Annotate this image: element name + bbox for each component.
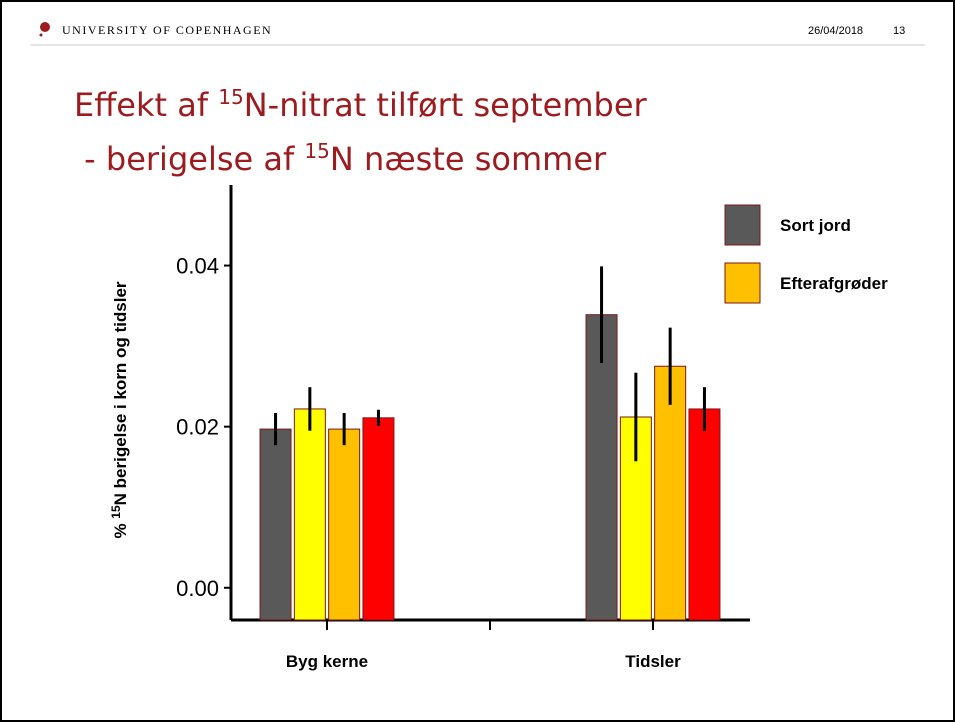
y-label-sup: 15 xyxy=(109,505,123,519)
x-tick-label: Tidsler xyxy=(625,652,681,671)
title-text: N-nitrat tilført september xyxy=(244,86,648,124)
logo xyxy=(40,22,50,32)
bar xyxy=(259,428,292,621)
title-sup: 15 xyxy=(304,139,329,163)
bar xyxy=(328,428,361,621)
institution: UNIVERSITY OF COPENHAGEN xyxy=(62,23,272,37)
logo-dot xyxy=(39,33,43,37)
page-number: 13 xyxy=(893,25,905,37)
y-tick-label: 0.02 xyxy=(176,415,219,440)
title-sup: 15 xyxy=(218,85,243,109)
plot: 0.00 0.02 0.04 Byg kerne Tidsler Sort jord Eft… xyxy=(176,185,888,671)
title-text: N næste sommer xyxy=(330,140,607,178)
bar xyxy=(362,417,395,621)
legend-label: Efterafgrøder xyxy=(780,274,888,293)
legend-swatch xyxy=(724,262,761,304)
title-line-1: Effekt af 15N-nitrat tilført september xyxy=(74,85,648,124)
legend-swatch xyxy=(724,204,761,246)
title-line-2: - berigelse af 15N næste sommer xyxy=(74,139,607,178)
title-text: Effekt af xyxy=(74,86,218,124)
date: 26/04/2018 xyxy=(808,25,863,37)
y-tick-label: 0.04 xyxy=(176,254,219,279)
title-text: - berigelse af xyxy=(74,140,304,178)
y-label-text: % xyxy=(111,519,130,539)
legend-label: Sort jord xyxy=(780,216,851,235)
bar xyxy=(688,408,721,621)
y-axis-label: % 15N berigelse i korn og tidsler xyxy=(109,281,130,538)
x-tick-label: Byg kerne xyxy=(286,652,368,671)
bar xyxy=(293,408,326,621)
bar xyxy=(585,314,618,621)
y-tick-label: 0.00 xyxy=(176,576,219,601)
y-label-text: N berigelse i korn og tidsler xyxy=(111,281,130,505)
